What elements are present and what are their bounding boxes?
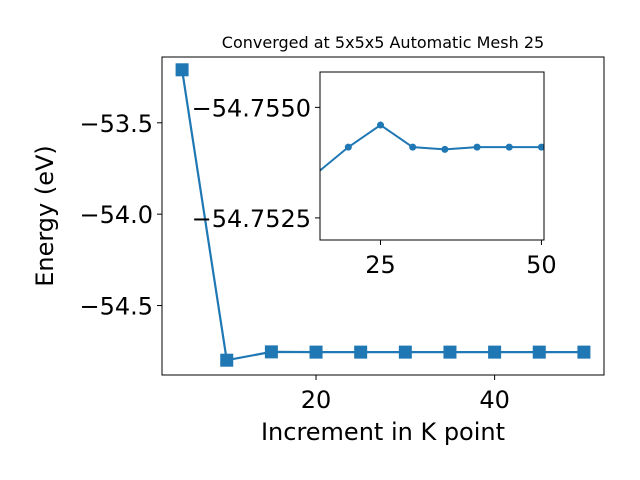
chart-title: Converged at 5x5x5 Automatic Mesh 25 (222, 33, 544, 52)
main-data-point (398, 345, 412, 359)
inset-y-tick-label: −54.7525 (192, 205, 311, 233)
main-data-point (309, 345, 323, 359)
main-x-ticks: 20 40 (301, 375, 510, 414)
inset-series-marks (313, 121, 544, 177)
main-data-point (577, 345, 591, 359)
inset-data-point (505, 143, 513, 151)
main-data-point (175, 63, 189, 77)
main-y-tick-label: −54.5 (79, 293, 153, 321)
y-axis-label: Energy (eV) (31, 145, 59, 287)
main-y-tick-label: −53.5 (79, 110, 153, 138)
main-axes-frame (161, 56, 605, 376)
main-data-point (354, 345, 368, 359)
main-plot-area: 20 40 −53.5−54.0−54.5 (79, 56, 605, 414)
main-data-point (220, 353, 234, 367)
inset-x-ticks: 25 50 (365, 240, 557, 279)
inset-data-point (313, 170, 320, 177)
main-series-line (181, 69, 584, 362)
inset-x-tick-label: 50 (526, 251, 557, 279)
main-data-point (443, 345, 457, 359)
inset-data-point (441, 145, 449, 153)
inset-background (320, 72, 544, 240)
inset-series-line (320, 124, 542, 172)
inset-data-point (473, 143, 481, 151)
inset-plot-area: 25 50 −54.7550 −54.7525 (192, 71, 557, 279)
main-data-point (264, 345, 278, 359)
inset-y-ticks: −54.7550 −54.7525 (192, 94, 320, 233)
inset-y-tick-label: −54.7550 (192, 94, 311, 122)
main-x-tick-label: 40 (479, 386, 510, 414)
main-data-point (532, 345, 546, 359)
main-data-point (488, 345, 502, 359)
main-x-tick-label: 20 (301, 386, 332, 414)
x-axis-label: Increment in K point (261, 418, 505, 446)
main-y-tick-label: −54.0 (79, 201, 153, 229)
inset-data-point (409, 143, 417, 151)
main-y-ticks: −53.5 −54.0 −54.5 (79, 110, 162, 321)
inset-data-point (344, 143, 352, 151)
inset-x-tick-label: 25 (365, 251, 396, 279)
main-series-marks (175, 63, 591, 367)
inset-data-point (537, 143, 544, 151)
inset-data-point (377, 121, 385, 129)
inset-axes-frame (319, 71, 545, 241)
